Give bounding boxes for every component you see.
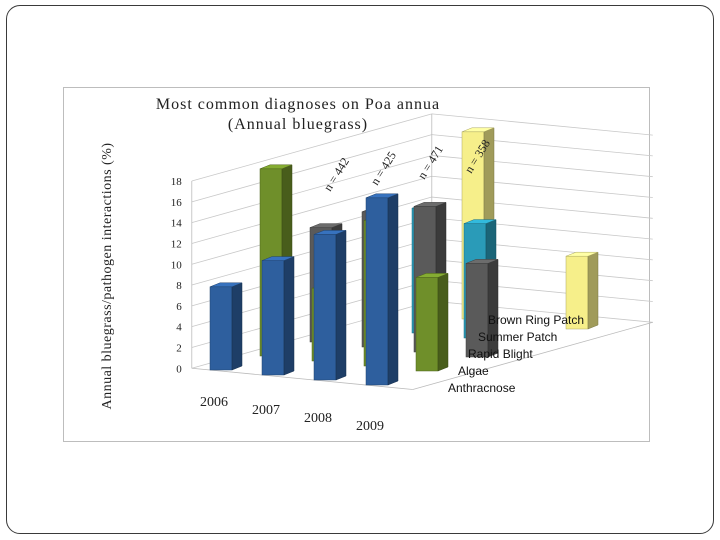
y-tick-label: 6: [176, 301, 182, 313]
bar-side: [335, 230, 347, 381]
floor-right-edge: [412, 321, 653, 390]
bar-top: [309, 223, 343, 228]
bar-side: [437, 273, 449, 372]
series-label: Summer Patch: [478, 330, 557, 344]
bar-front: [261, 260, 285, 376]
gridline-left: [191, 175, 432, 244]
bar-top: [415, 273, 449, 278]
gridline-left: [191, 134, 432, 203]
bar-side: [231, 282, 243, 371]
x-tick-label: 2006: [200, 395, 228, 410]
gridline-back: [431, 113, 653, 136]
y-tick-label: 14: [171, 218, 183, 230]
bar-top: [259, 164, 293, 170]
bar-top: [461, 127, 495, 133]
bar-top: [261, 256, 295, 261]
bar-top: [313, 230, 347, 235]
bar-front: [313, 234, 337, 381]
gridline-left: [191, 155, 432, 224]
bar-top: [565, 251, 599, 257]
bar-anthracnose: [365, 193, 399, 386]
bar-side: [587, 251, 599, 330]
x-tick-label: 2009: [356, 419, 384, 434]
bar-algae: [415, 273, 449, 372]
series-label: Algae: [458, 364, 489, 378]
bar-anthracnose: [209, 282, 243, 371]
y-tick-label: 0: [176, 363, 182, 375]
y-tick-label: 12: [171, 238, 182, 250]
x-tick-label: 2008: [304, 411, 332, 426]
x-tick-label: 2007: [252, 403, 280, 418]
bar-top: [209, 282, 243, 288]
bars: [209, 127, 599, 386]
gridline-left: [191, 113, 432, 182]
chart-title: Most common diagnoses on Poa annua: [155, 96, 441, 113]
bar-top: [463, 219, 497, 224]
chart-subtitle: (Annual bluegrass): [227, 116, 369, 133]
bar-rapid-blight: [465, 259, 499, 358]
series-label: Rapid Blight: [468, 347, 533, 361]
bar-side: [283, 256, 295, 376]
chart-title-block: Most common diagnoses on Poa annua (Annu…: [63, 95, 533, 135]
bar-front: [365, 197, 389, 386]
floor-front-edge: [191, 367, 413, 390]
y-tick-label: 18: [171, 176, 183, 188]
y-tick-label: 2: [176, 342, 182, 354]
sample-size-label: n = 471: [415, 143, 446, 182]
series-label: Brown Ring Patch: [488, 313, 584, 327]
bar-front: [209, 286, 233, 371]
sample-size-label: n = 425: [368, 149, 399, 188]
bar-anthracnose: [261, 256, 295, 376]
sample-size-label: n = 442: [321, 155, 352, 194]
bar-top: [413, 202, 447, 207]
bar-top: [365, 193, 399, 199]
y-tick-label: 10: [171, 259, 183, 271]
y-tick-label: 4: [176, 322, 182, 334]
y-tick-label: 16: [171, 197, 183, 209]
y-tick-label: 8: [176, 280, 182, 292]
bar-brown-ring-patch: [565, 251, 599, 330]
series-label: Anthracnose: [448, 381, 516, 395]
bar-top: [465, 259, 499, 264]
bar-front: [415, 277, 439, 372]
bar-side: [387, 193, 399, 386]
bar-anthracnose: [313, 230, 347, 381]
